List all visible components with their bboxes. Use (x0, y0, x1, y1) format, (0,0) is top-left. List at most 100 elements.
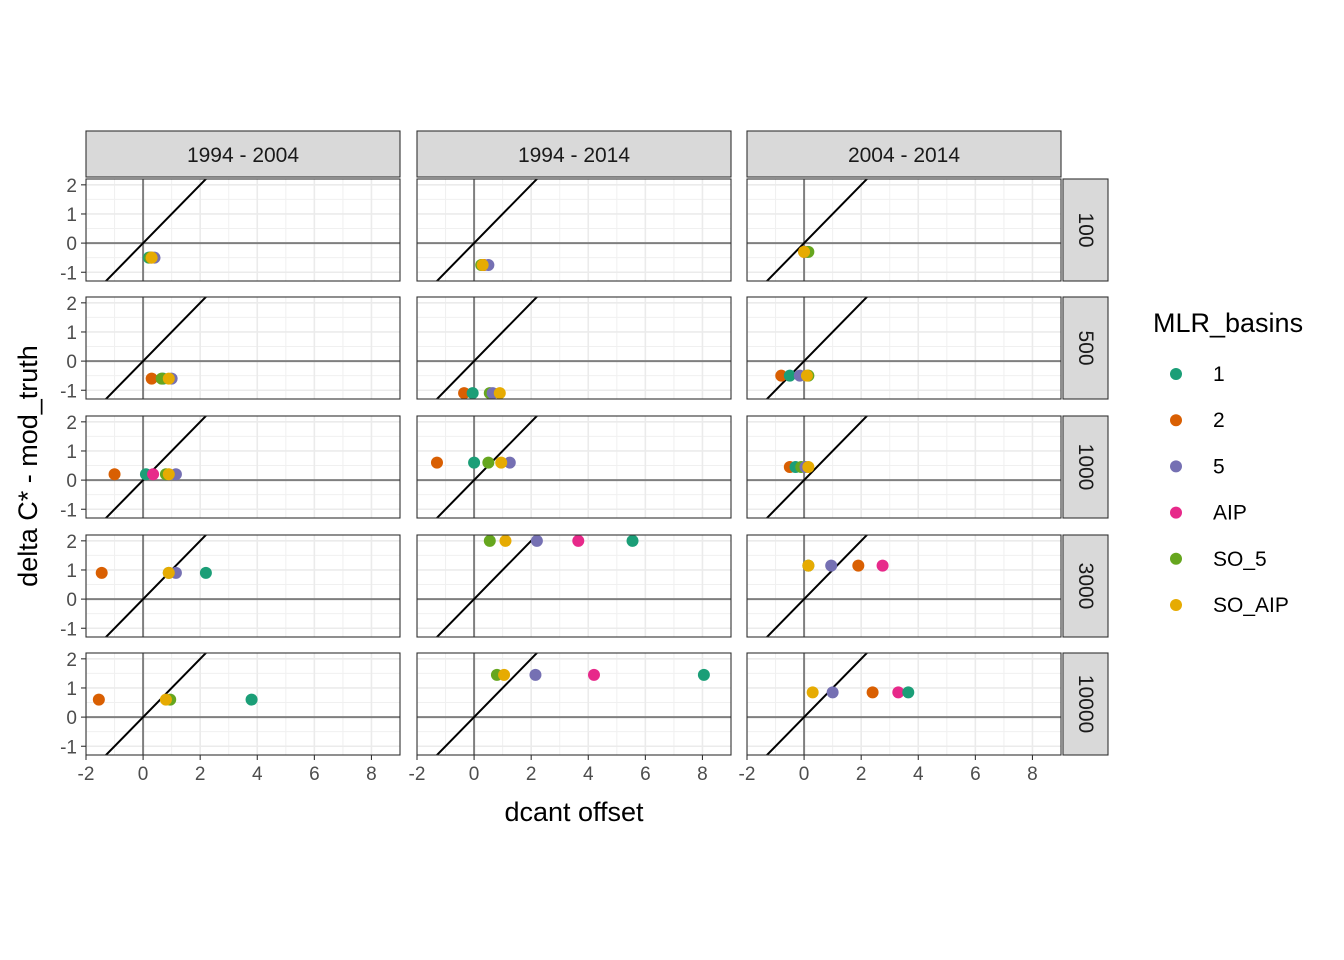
panel-background (417, 297, 731, 399)
facet-panel: -1 0 1 2 (60, 413, 401, 521)
x-tick-label: 6 (640, 764, 651, 785)
y-tick-label: -1 (60, 381, 77, 402)
x-tick-label: 4 (252, 764, 263, 785)
legend-title: MLR_basins (1153, 308, 1303, 338)
panel-plot-area (417, 179, 731, 281)
panel-background (417, 535, 731, 637)
x-tick-label: 8 (1027, 764, 1038, 785)
reference-line-identity (765, 653, 869, 755)
panel-plot-area (747, 653, 1061, 755)
panel-plot-area (417, 297, 731, 399)
panel-background (86, 416, 400, 518)
panel-background (417, 179, 731, 281)
legend-label: 5 (1213, 455, 1225, 478)
facet-grid: 1994 - 2004 1994 - 2014 2004 - 20141005001… (60, 130, 1109, 785)
y-tick-label: 0 (66, 234, 77, 255)
facet-strip-row-label: 10000 (1074, 675, 1097, 733)
data-point (587, 668, 600, 681)
data-point (697, 668, 710, 681)
x-tick-label: -2 (409, 764, 426, 785)
y-tick-label: 2 (66, 532, 77, 553)
panel-background (747, 179, 1061, 281)
panel-border (416, 652, 732, 756)
reference-line-identity (765, 535, 869, 637)
reference-line-identity (435, 179, 539, 281)
facet-panel: -1 0 1 2 (60, 176, 401, 284)
panel-plot-area (417, 653, 731, 755)
data-point (876, 559, 889, 572)
data-point (493, 387, 506, 399)
facet-strip-row-label: 1000 (1074, 444, 1097, 491)
data-point (482, 456, 495, 469)
facet-panel (416, 415, 732, 519)
x-tick-label: 2 (526, 764, 537, 785)
panel-background (417, 653, 731, 755)
panel-background (86, 535, 400, 637)
panel-background (747, 535, 1061, 637)
legend-key (1170, 552, 1182, 565)
data-point (162, 468, 175, 481)
data-point (108, 468, 121, 481)
data-point (866, 686, 879, 699)
data-point (466, 387, 479, 399)
x-tick-label: 8 (697, 764, 708, 785)
facet-strip-row (1062, 296, 1109, 400)
y-tick-label: 1 (66, 442, 77, 463)
facet-strip-column (416, 130, 732, 178)
data-point (147, 468, 160, 481)
legend-key (1170, 414, 1182, 427)
data-point (92, 693, 105, 706)
facet-panel: -2 0 2 4 6 8 (739, 652, 1062, 785)
data-point (162, 372, 175, 385)
x-tick-label: 6 (309, 764, 320, 785)
facet-panel: -1 0 1 2 (60, 532, 401, 640)
x-tick-label: 6 (970, 764, 981, 785)
panel-border (746, 178, 1062, 282)
panel-plot-area (86, 653, 400, 755)
panel-background (86, 653, 400, 755)
data-point (783, 369, 796, 382)
panel-border (746, 534, 1062, 638)
y-tick-label: -1 (60, 263, 77, 284)
panel-background (417, 416, 731, 518)
panel-plot-area (86, 535, 400, 637)
panel-plot-area (417, 535, 731, 637)
panel-plot-area (86, 297, 400, 399)
data-point (162, 566, 175, 579)
facet-panel (416, 296, 732, 400)
facet-panel (416, 178, 732, 282)
data-point (572, 535, 585, 547)
panel-plot-area (86, 179, 400, 281)
legend-label: 2 (1213, 409, 1225, 432)
panel-border (85, 534, 401, 638)
x-tick-label: 4 (913, 764, 924, 785)
legend-key (1170, 599, 1182, 611)
y-tick-label: 2 (66, 413, 77, 434)
reference-line-identity (765, 179, 869, 281)
panel-plot-area (747, 179, 1061, 281)
x-tick-label: 0 (799, 764, 810, 785)
y-tick-label: 1 (66, 205, 77, 226)
facet-strip-column-label: 1994 - 2014 (518, 144, 630, 167)
facet-panel (746, 534, 1062, 638)
legend-key (1170, 368, 1182, 380)
y-tick-label: 1 (66, 561, 77, 582)
facet-panel (746, 415, 1062, 519)
data-point (902, 686, 915, 699)
legend-label: SO_AIP (1213, 594, 1289, 617)
x-tick-label: 0 (138, 764, 149, 785)
data-point (892, 686, 905, 699)
panel-border (416, 415, 732, 519)
panel-plot-area (747, 297, 1061, 399)
facet-panel: -1 0 1 2 (60, 294, 401, 402)
y-axis-title: delta C* - mod_truth (13, 345, 43, 587)
x-tick-label: -2 (739, 764, 756, 785)
x-tick-label: 0 (469, 764, 480, 785)
panel-border (746, 296, 1062, 400)
x-tick-label: 2 (195, 764, 206, 785)
y-tick-label: -1 (60, 737, 77, 758)
y-tick-label: 2 (66, 294, 77, 315)
panel-plot-area (747, 416, 1061, 518)
data-point (802, 461, 815, 473)
